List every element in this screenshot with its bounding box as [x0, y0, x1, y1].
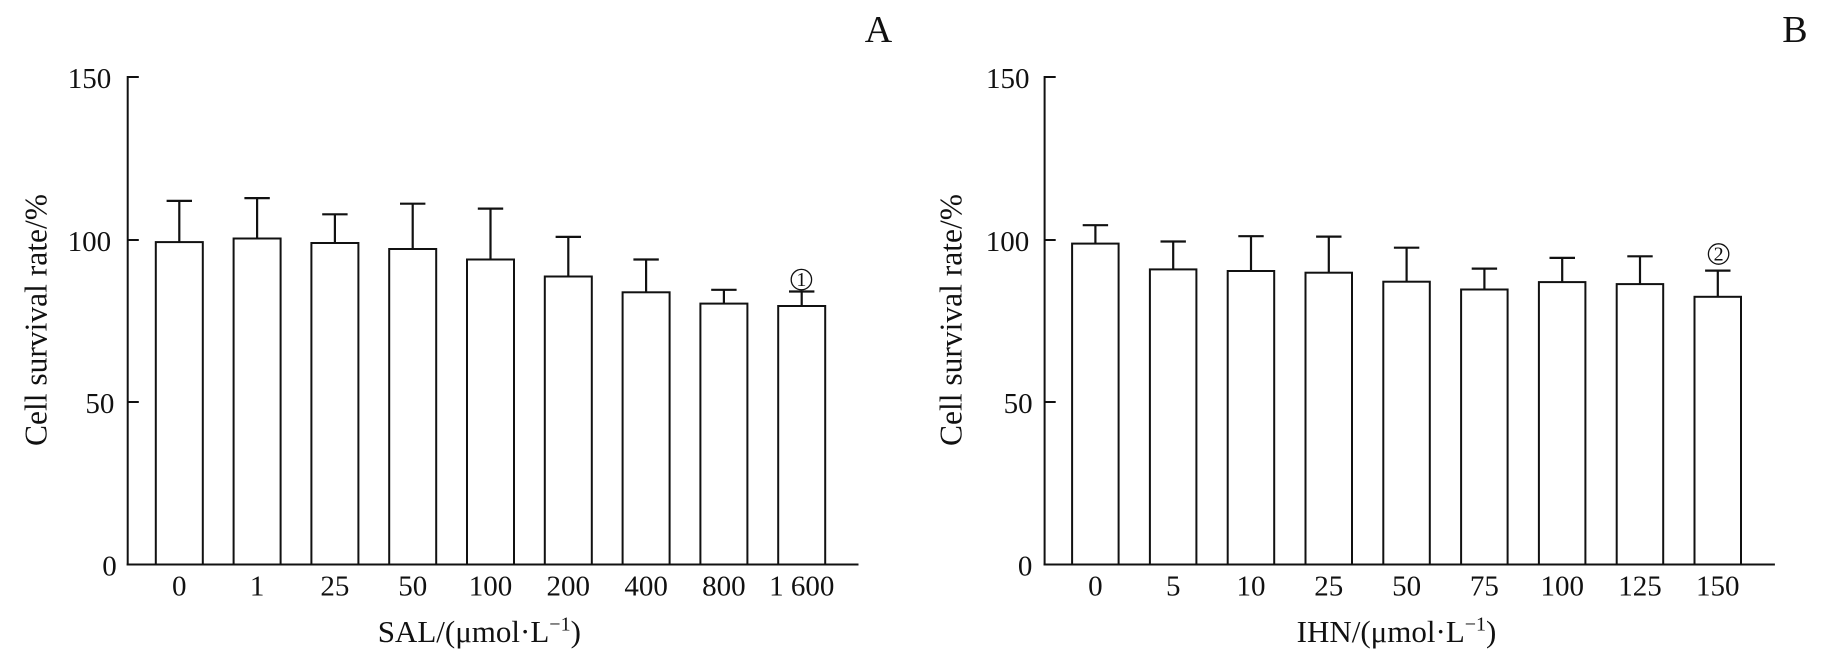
svg-text:200: 200	[547, 571, 591, 603]
svg-text:10: 10	[1237, 571, 1266, 603]
svg-text:100: 100	[68, 226, 112, 258]
svg-text:1: 1	[796, 269, 806, 291]
svg-text:150: 150	[986, 63, 1030, 95]
svg-text:0: 0	[1018, 551, 1033, 583]
svg-text:0: 0	[172, 571, 187, 603]
svg-text:B: B	[1782, 9, 1807, 51]
svg-text:50: 50	[85, 388, 114, 420]
svg-text:150: 150	[1696, 571, 1740, 603]
svg-text:1: 1	[250, 571, 265, 603]
svg-text:100: 100	[986, 226, 1030, 258]
svg-text:100: 100	[469, 571, 513, 603]
svg-text:1 600: 1 600	[769, 571, 834, 603]
svg-text:IHN/(μmol·L−1): IHN/(μmol·L−1)	[1297, 614, 1497, 650]
svg-text:2: 2	[1714, 244, 1724, 266]
svg-text:Cell survival rate/%: Cell survival rate/%	[19, 194, 54, 446]
svg-text:100: 100	[1540, 571, 1584, 603]
svg-text:50: 50	[1392, 571, 1421, 603]
svg-text:400: 400	[624, 571, 668, 603]
svg-text:25: 25	[320, 571, 349, 603]
svg-text:0: 0	[1088, 571, 1103, 603]
svg-text:25: 25	[1314, 571, 1343, 603]
svg-text:50: 50	[398, 571, 427, 603]
svg-text:75: 75	[1470, 571, 1499, 603]
svg-text:0: 0	[102, 551, 117, 583]
svg-text:800: 800	[702, 571, 746, 603]
svg-text:50: 50	[1004, 388, 1033, 420]
svg-text:5: 5	[1166, 571, 1181, 603]
svg-text:SAL/(μmol·L−1): SAL/(μmol·L−1)	[378, 614, 581, 650]
svg-text:A: A	[865, 9, 893, 51]
svg-text:150: 150	[68, 63, 112, 95]
svg-text:125: 125	[1618, 571, 1662, 603]
svg-text:Cell survival rate/%: Cell survival rate/%	[934, 194, 969, 446]
